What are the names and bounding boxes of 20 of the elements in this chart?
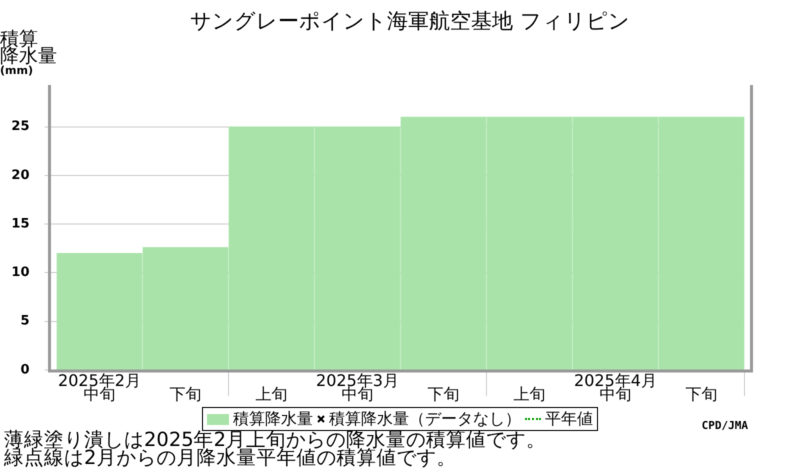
- legend-label: 積算降水量（データなし）: [329, 409, 521, 429]
- y-tick-label: 20: [11, 168, 30, 183]
- x-tick-label: 2025年3月中旬: [316, 370, 399, 404]
- text: CPD/JMA: [702, 419, 748, 432]
- y-tick-label: 15: [11, 216, 30, 232]
- x-tick-label: 下旬: [170, 384, 202, 404]
- y-tick-label: 25: [11, 119, 30, 134]
- x-tick-label: 上旬: [256, 384, 288, 404]
- x-tick-label: 上旬: [514, 384, 546, 404]
- y-axis-title: 積算降水量(mm): [0, 28, 57, 77]
- x-tick-label: 2025年2月中旬: [58, 370, 141, 404]
- x-tick-label: 下旬: [428, 384, 460, 404]
- x-tick-label: 下旬: [686, 384, 718, 404]
- y-tick-label: 5: [20, 314, 30, 329]
- chart-title: サングレーポイント海軍航空基地 フィリピン: [189, 9, 631, 33]
- y-tick-label: 10: [11, 265, 30, 280]
- legend-label: 積算降水量: [233, 409, 313, 429]
- x-tick-label: 2025年4月中旬: [574, 370, 657, 404]
- legend-label: 平年値: [545, 409, 593, 429]
- y-tick-label: 0: [20, 362, 30, 378]
